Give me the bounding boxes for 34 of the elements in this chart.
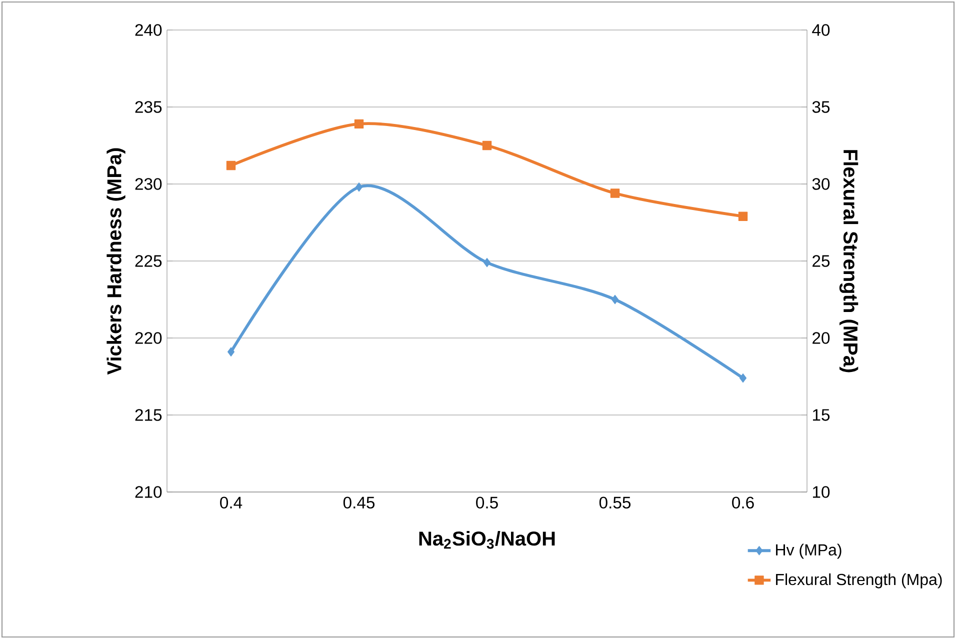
y2-tick-label: 15 (812, 409, 830, 421)
point (739, 373, 747, 383)
x-tick-label: 0.55 (599, 496, 631, 509)
x-tick-label: 0.6 (732, 496, 754, 509)
point (482, 140, 492, 150)
point (738, 212, 748, 221)
legend-label: Hv (MPa) (776, 544, 842, 559)
point (483, 258, 491, 268)
y-tick-label: 230 (135, 178, 162, 190)
y-tick-label: 240 (135, 24, 162, 36)
point (354, 119, 364, 129)
y-axis-title: Vickers Hardness (MPa) (106, 148, 126, 375)
y-tick-label: 215 (135, 409, 162, 421)
y2-axis-title: Flexural Strength (MPa) (839, 150, 858, 372)
text: Na$_{2}$SiO$_{3}$/NaOH (419, 531, 555, 549)
y-tick-label: 210 (135, 486, 162, 498)
y2-tick-label: 30 (812, 178, 830, 190)
y2-tick-label: 35 (812, 101, 830, 113)
x-tick-label: 0.45 (343, 496, 375, 509)
x-tick-label: 0.4 (220, 496, 242, 509)
y-tick-label: 225 (135, 255, 162, 267)
y2-tick-label: 10 (812, 486, 830, 498)
point (610, 188, 620, 198)
y-tick-label: 220 (135, 332, 162, 344)
point (355, 182, 363, 192)
y-tick-label: 235 (135, 101, 162, 113)
y2-tick-label: 20 (812, 332, 830, 344)
y2-tick-label: 40 (812, 24, 830, 36)
y2-tick-label: 25 (812, 255, 830, 267)
point (611, 294, 619, 304)
legend-label: Flexural Strength (Mpa) (776, 573, 942, 588)
point (226, 160, 236, 170)
point (227, 347, 235, 356)
x-tick-label: 0.5 (476, 496, 498, 509)
